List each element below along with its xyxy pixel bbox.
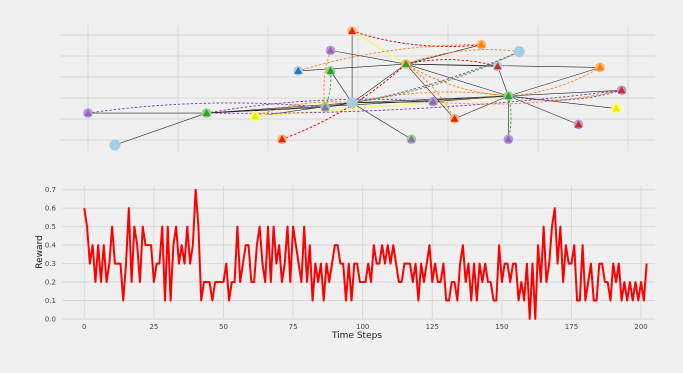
network-edge — [405, 63, 509, 97]
x-tick-label: 75 — [289, 323, 298, 331]
network-edge-dashed — [405, 63, 455, 119]
x-tick-label: 150 — [495, 323, 508, 331]
network-edge-dashed — [206, 89, 622, 114]
network-edge — [351, 30, 407, 65]
network-edges — [87, 30, 622, 146]
network-edge-dashed — [508, 89, 622, 101]
network-node-triangle-marker — [612, 104, 621, 112]
network-edge-dashed — [508, 67, 601, 97]
network-node-triangle-marker — [477, 40, 486, 48]
network-edge — [497, 66, 509, 97]
network-edge — [508, 67, 601, 97]
network-edge-dashed — [405, 63, 509, 97]
reward-chart-panel: 0.0 0.1 0.2 0.3 0.4 0.5 0.6 0.7 0 25 50 75 100 125 15… — [35, 186, 655, 341]
network-edge-dashed — [298, 44, 482, 72]
y-tick-label: 0.6 — [45, 205, 57, 213]
x-tick-label: 100 — [356, 323, 369, 331]
y-tick-label: 0.0 — [45, 316, 56, 324]
x-tick-label: 175 — [565, 323, 578, 331]
network-nodes — [83, 26, 627, 151]
network-edge — [432, 95, 509, 102]
network-node-triangle-marker — [493, 62, 502, 70]
network-edge — [206, 95, 509, 114]
network-edge — [405, 63, 455, 119]
network-node-triangle-marker — [574, 120, 583, 128]
x-tick-label: 25 — [149, 323, 158, 331]
network-edge-dashed — [405, 49, 520, 65]
network-edge — [330, 70, 353, 103]
network-node-triangle-marker — [402, 60, 411, 68]
network-node-triangle-marker — [326, 46, 335, 54]
network-edge — [508, 89, 622, 97]
y-tick-label: 0.2 — [45, 279, 56, 287]
network-node-triangle-marker — [428, 97, 437, 105]
network-edge — [351, 63, 407, 104]
x-axis-label: Time Steps — [331, 331, 382, 341]
network-edge-dashed — [254, 101, 353, 117]
network-node-triangle-marker — [504, 91, 513, 99]
network-node-triangle-marker — [251, 112, 260, 120]
network-edge-dashed — [405, 59, 498, 67]
network-edge — [508, 95, 617, 109]
network-node-triangle-marker — [84, 109, 92, 117]
network-node-triangle-marker — [202, 109, 211, 117]
y-tick-label: 0.1 — [45, 297, 56, 305]
reward-y-tick-labels: 0.0 0.1 0.2 0.3 0.4 0.5 0.6 0.7 — [45, 186, 57, 323]
network-node-triangle-marker — [407, 135, 416, 143]
network-edge — [406, 63, 601, 68]
x-tick-label: 125 — [426, 323, 439, 331]
network-edge-dashed — [324, 70, 332, 108]
reward-x-tick-labels: 0 25 50 75 100 125 150 175 200 — [82, 323, 648, 331]
network-node-triangle-marker — [504, 135, 513, 143]
network-edge-dashed — [351, 30, 482, 47]
network-edge — [508, 95, 579, 125]
network-node-triangle-marker — [278, 135, 287, 143]
network-edge-dashed — [206, 98, 433, 114]
network-edge — [330, 50, 407, 65]
x-tick-label: 200 — [634, 323, 647, 331]
reward-series-line — [83, 188, 648, 320]
network-node-triangle-marker — [321, 103, 330, 111]
network-edge — [405, 44, 482, 65]
network-edge — [255, 102, 353, 117]
network-node — [346, 97, 358, 109]
network-node — [109, 139, 121, 151]
y-tick-label: 0.3 — [45, 260, 56, 268]
y-axis-label: Reward — [35, 235, 45, 269]
y-tick-label: 0.7 — [45, 186, 56, 194]
network-node — [513, 46, 525, 58]
network-node-triangle-marker — [596, 63, 605, 71]
network-node-triangle-marker — [450, 114, 459, 122]
network-edge-dashed — [323, 50, 331, 108]
network-node-triangle-marker — [294, 66, 303, 74]
y-tick-label: 0.5 — [45, 223, 56, 231]
network-edge-dashed — [432, 89, 622, 105]
x-tick-label: 50 — [219, 323, 228, 331]
network-edge — [114, 112, 207, 146]
network-edge-dashed — [87, 102, 326, 114]
network-edge-dashed — [325, 51, 520, 108]
network-edge — [352, 101, 433, 104]
network-edge — [454, 95, 509, 120]
x-tick-label: 0 — [82, 323, 86, 331]
y-tick-label: 0.4 — [45, 242, 57, 250]
network-node-triangle-marker — [326, 66, 335, 74]
network-node-triangle-marker — [617, 86, 626, 94]
network-edge-dashed — [352, 51, 520, 104]
network-graph-panel — [60, 25, 655, 152]
network-edge — [351, 102, 412, 140]
network-node-triangle-marker — [348, 27, 357, 34]
